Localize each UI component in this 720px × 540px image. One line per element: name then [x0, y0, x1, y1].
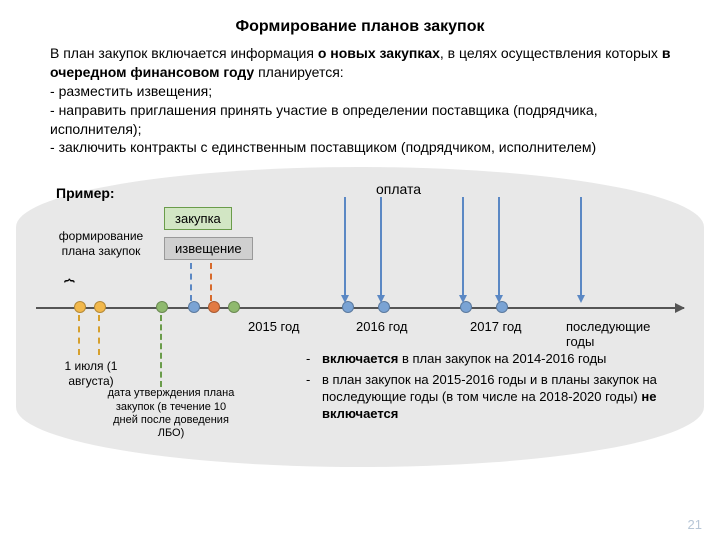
timeline-dot	[74, 301, 86, 313]
timeline-dot	[208, 301, 220, 313]
timeline-dot	[188, 301, 200, 313]
dash-connector-down	[160, 315, 162, 387]
bullet-dash: -	[306, 372, 322, 423]
intro-item-2: направить приглашения принять участие в …	[50, 101, 680, 139]
dash-connector-up	[190, 263, 192, 301]
intro-item-1: разместить извещения;	[50, 82, 680, 101]
payment-arrow	[344, 197, 346, 301]
intro-lead-3: планируется:	[254, 64, 344, 80]
page-title: Формирование планов закупок	[0, 0, 720, 44]
date-approval-label: дата утверждения плана закупок (в течени…	[106, 387, 236, 440]
year-label: последующие годы	[566, 319, 676, 349]
timeline-axis	[36, 307, 684, 309]
payment-arrow	[462, 197, 464, 301]
intro-lead-2: , в целях осуществления которых	[440, 45, 662, 61]
bracket-left: ⏞	[64, 279, 75, 300]
dash-connector-down	[98, 315, 100, 355]
year-label: 2017 год	[470, 319, 580, 334]
july-label: 1 июля (1 августа)	[46, 359, 136, 388]
zakupka-box: закупка	[164, 207, 232, 230]
oplata-label: оплата	[376, 181, 421, 197]
year-label: 2016 год	[356, 319, 466, 334]
note-1-plain: в план закупок на 2014-2016 годы	[398, 351, 606, 366]
payment-arrow	[580, 197, 582, 301]
payment-arrow	[380, 197, 382, 301]
example-container: Пример: закупка извещение оплата формиро…	[16, 167, 704, 467]
intro-item-3: заключить контракты с единственным поста…	[50, 138, 680, 157]
intro-text: В план закупок включается информация о н…	[0, 44, 720, 157]
note-2-plain: в план закупок на 2015-2016 годы и в пла…	[322, 372, 657, 404]
year-label: 2015 год	[248, 319, 358, 334]
intro-bold-1: о новых закупках	[318, 45, 440, 61]
dash-connector-down	[78, 315, 80, 355]
page-number: 21	[688, 517, 702, 532]
bullet-dash: -	[306, 351, 322, 368]
example-label: Пример:	[56, 185, 115, 201]
timeline-dot	[156, 301, 168, 313]
intro-lead-1: В план закупок включается информация	[50, 45, 318, 61]
plan-formation-label: формирование плана закупок	[46, 229, 156, 258]
timeline-dot	[94, 301, 106, 313]
note-1-bold: включается	[322, 351, 398, 366]
timeline-dot	[228, 301, 240, 313]
izveshchenie-box: извещение	[164, 237, 253, 260]
dash-connector-up	[210, 263, 212, 301]
payment-arrow	[498, 197, 500, 301]
notes-list: - включается в план закупок на 2014-2016…	[306, 351, 674, 427]
